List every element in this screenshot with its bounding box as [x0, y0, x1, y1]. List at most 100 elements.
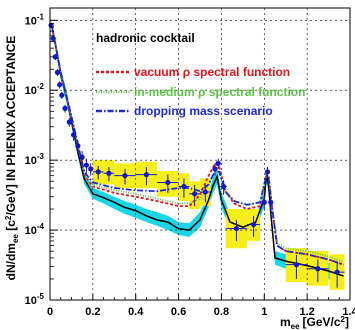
- x-tick-label-0: 0: [47, 306, 53, 318]
- y-axis-label-main: dN/dm: [4, 243, 18, 280]
- data-point-marker-17: [165, 179, 171, 186]
- data-point-marker-16: [143, 172, 150, 178]
- x-axis-label: mee [GeV/c2]: [280, 315, 349, 330]
- data-point-marker-31: [334, 269, 340, 275]
- data-point-28: [268, 195, 274, 211]
- x-axis-label-sub: ee: [291, 322, 300, 330]
- data-point-1: [50, 35, 56, 42]
- data-point-marker-26: [261, 199, 267, 205]
- y-tick-label-exp: -2: [37, 82, 45, 91]
- data-point-marker-4: [57, 82, 63, 88]
- y-tick-label-4: 10-1: [25, 12, 45, 27]
- y-tick-label-base: 10: [25, 225, 37, 237]
- data-point-5: [59, 91, 65, 99]
- data-point-marker-11: [83, 162, 90, 168]
- x-tick-label-5: 1: [261, 306, 267, 318]
- y-tick-label-0: 10-5: [25, 292, 45, 307]
- data-point-marker-22: [215, 160, 221, 166]
- y-axis-label-sub: ee: [11, 234, 20, 243]
- data-point-27: [264, 166, 271, 178]
- legend-label-in-medium-pre: in-medium: [134, 85, 198, 99]
- data-point-marker-19: [192, 191, 198, 197]
- legend-entry-in-medium: in-medium ρ spectral function: [96, 85, 305, 99]
- y-tick-label-1: 10-4: [25, 222, 45, 237]
- data-point-20: [200, 184, 211, 203]
- data-point-layer: [48, 22, 345, 288]
- x-tick-label-4: 0.8: [214, 306, 229, 318]
- legend-label-in-medium-post: spectral function: [205, 85, 305, 99]
- y-tick-label-exp: -3: [37, 152, 45, 161]
- data-point-15: [114, 168, 136, 185]
- data-point-marker-7: [66, 119, 72, 125]
- y-tick-label-base: 10: [25, 295, 37, 307]
- data-point-17: [157, 174, 179, 193]
- legend-label-vacuum-post: spectral function: [190, 65, 290, 79]
- data-point-marker-9: [75, 143, 81, 149]
- y-tick-label-2: 10-3: [25, 152, 45, 167]
- x-axis-label-unit: [GeV/c: [303, 315, 341, 329]
- y-tick-label-exp: -5: [37, 292, 45, 301]
- y-tick-label-3: 10-2: [25, 82, 45, 97]
- data-point-marker-27: [264, 169, 271, 175]
- data-point-marker-15: [122, 173, 128, 179]
- data-point-marker-5: [59, 92, 65, 98]
- legend-header: hadronic cocktail: [96, 31, 195, 45]
- x-tick-label-2: 0.4: [128, 306, 144, 318]
- data-point-24: [225, 219, 248, 241]
- x-tick-label-3: 0.6: [171, 306, 186, 318]
- data-point-4: [57, 81, 63, 89]
- data-point-marker-18: [181, 183, 187, 190]
- data-point-marker-6: [62, 105, 68, 111]
- legend-label-vacuum-greek: ρ: [183, 65, 190, 79]
- data-point-12: [88, 163, 94, 176]
- x-tick-label-6: 1.2: [299, 306, 314, 318]
- legend-label-vacuum-pre: vacuum: [134, 65, 183, 79]
- data-point-10: [79, 151, 85, 166]
- data-point-marker-28: [268, 199, 274, 205]
- y-axis-label-sup: 2: [4, 215, 13, 220]
- data-point-25: [247, 215, 260, 237]
- x-tick-label-7: 1.4: [342, 306, 355, 318]
- data-point-3: [54, 69, 61, 76]
- data-point-marker-24: [233, 225, 240, 232]
- data-point-marker-23: [220, 183, 227, 190]
- y-tick-label-base: 10: [25, 15, 37, 27]
- data-point-29: [285, 255, 308, 279]
- data-point-marker-2: [52, 54, 58, 60]
- data-point-26: [261, 195, 267, 211]
- data-point-9: [75, 140, 81, 153]
- data-point-22: [215, 158, 221, 169]
- legend-entry-vacuum: vacuum ρ spectral function: [96, 65, 290, 79]
- data-point-2: [52, 53, 58, 61]
- y-axis-label-mid: [c: [4, 220, 18, 234]
- data-point-16: [135, 166, 158, 186]
- data-point-18: [178, 178, 190, 198]
- data-point-21: [212, 163, 218, 176]
- data-point-13: [92, 165, 104, 180]
- data-point-marker-29: [293, 262, 300, 268]
- y-tick-label-base: 10: [25, 85, 37, 97]
- data-point-marker-21: [212, 166, 218, 172]
- legend-label-vacuum: vacuum ρ spectral function: [134, 65, 290, 79]
- y-tick-label-exp: -1: [37, 12, 45, 21]
- data-point-14: [103, 166, 115, 182]
- legend-label-in-medium-greek: ρ: [198, 85, 205, 99]
- data-point-7: [66, 118, 72, 127]
- data-point-marker-12: [88, 166, 94, 172]
- data-point-marker-1: [50, 35, 56, 42]
- data-point-11: [83, 158, 90, 174]
- data-point-19: [189, 185, 200, 207]
- legend-label-in-medium: in-medium ρ spectral function: [134, 85, 305, 99]
- y-axis-label: dN/dmee [c2/GeV] IN PHENIX ACCEPTANCE: [4, 36, 20, 281]
- x-axis-label-unit-close: ]: [345, 315, 349, 329]
- data-point-marker-30: [315, 266, 321, 272]
- y-tick-label-exp: -4: [37, 222, 45, 231]
- x-axis-label-main: m: [280, 315, 291, 329]
- data-point-marker-14: [106, 170, 112, 176]
- data-point-marker-3: [54, 69, 61, 75]
- data-point-marker-10: [79, 154, 85, 160]
- legend-label-dropping-mass: dropping mass scenario: [134, 104, 273, 118]
- data-point-marker-20: [202, 189, 208, 195]
- data-point-marker-8: [70, 132, 77, 138]
